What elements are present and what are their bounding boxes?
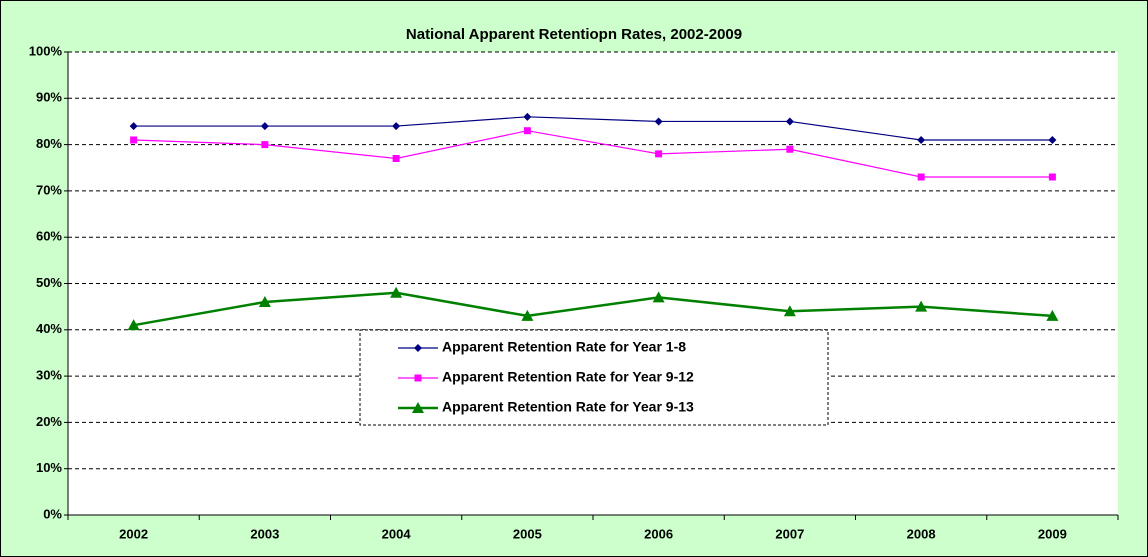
x-tick-label: 2004 xyxy=(382,526,412,541)
marker xyxy=(915,300,928,312)
legend-label: Apparent Retention Rate for Year 9-12 xyxy=(442,369,694,385)
marker xyxy=(917,135,926,144)
y-tick-label: 0% xyxy=(43,506,62,521)
y-tick-label: 50% xyxy=(36,275,62,290)
marker xyxy=(412,402,424,413)
marker xyxy=(414,374,422,382)
x-tick-label: 2003 xyxy=(250,526,279,541)
marker xyxy=(390,286,403,298)
marker xyxy=(786,145,794,153)
marker xyxy=(523,112,532,121)
legend-label: Apparent Retention Rate for Year 1-8 xyxy=(442,339,686,355)
series-line xyxy=(133,130,1053,178)
marker xyxy=(258,296,271,308)
y-tick-label: 30% xyxy=(36,368,62,383)
marker xyxy=(129,122,138,131)
x-tick-label: 2007 xyxy=(775,526,804,541)
marker xyxy=(655,150,663,158)
series-line xyxy=(133,291,1053,327)
marker xyxy=(1048,173,1056,181)
marker xyxy=(917,173,925,181)
marker xyxy=(1048,135,1057,144)
y-tick-label: 70% xyxy=(36,182,62,197)
marker xyxy=(414,344,422,352)
marker xyxy=(1046,309,1059,321)
marker xyxy=(654,117,663,126)
x-tick-label: 2006 xyxy=(644,526,673,541)
marker xyxy=(130,136,138,144)
marker xyxy=(261,141,269,149)
marker xyxy=(783,305,796,317)
marker xyxy=(392,122,401,131)
x-tick-label: 2002 xyxy=(119,526,148,541)
chart-title: National Apparent Retentiopn Rates, 2002… xyxy=(406,26,742,43)
y-tick-label: 80% xyxy=(36,136,62,151)
x-tick-label: 2008 xyxy=(907,526,936,541)
x-tick-label: 2009 xyxy=(1038,526,1067,541)
marker xyxy=(260,122,269,131)
y-tick-label: 20% xyxy=(36,414,62,429)
marker xyxy=(523,127,531,135)
y-tick-label: 60% xyxy=(36,229,62,244)
y-tick-label: 100% xyxy=(29,43,63,58)
marker xyxy=(392,154,400,162)
series-line xyxy=(133,116,1053,141)
marker xyxy=(652,291,665,303)
x-tick-label: 2005 xyxy=(513,526,542,541)
legend-label: Apparent Retention Rate for Year 9-13 xyxy=(442,399,694,415)
y-tick-label: 10% xyxy=(36,460,62,475)
marker xyxy=(785,117,794,126)
marker xyxy=(127,319,140,331)
y-tick-label: 90% xyxy=(36,90,62,105)
marker xyxy=(521,309,534,321)
y-tick-label: 40% xyxy=(36,321,62,336)
